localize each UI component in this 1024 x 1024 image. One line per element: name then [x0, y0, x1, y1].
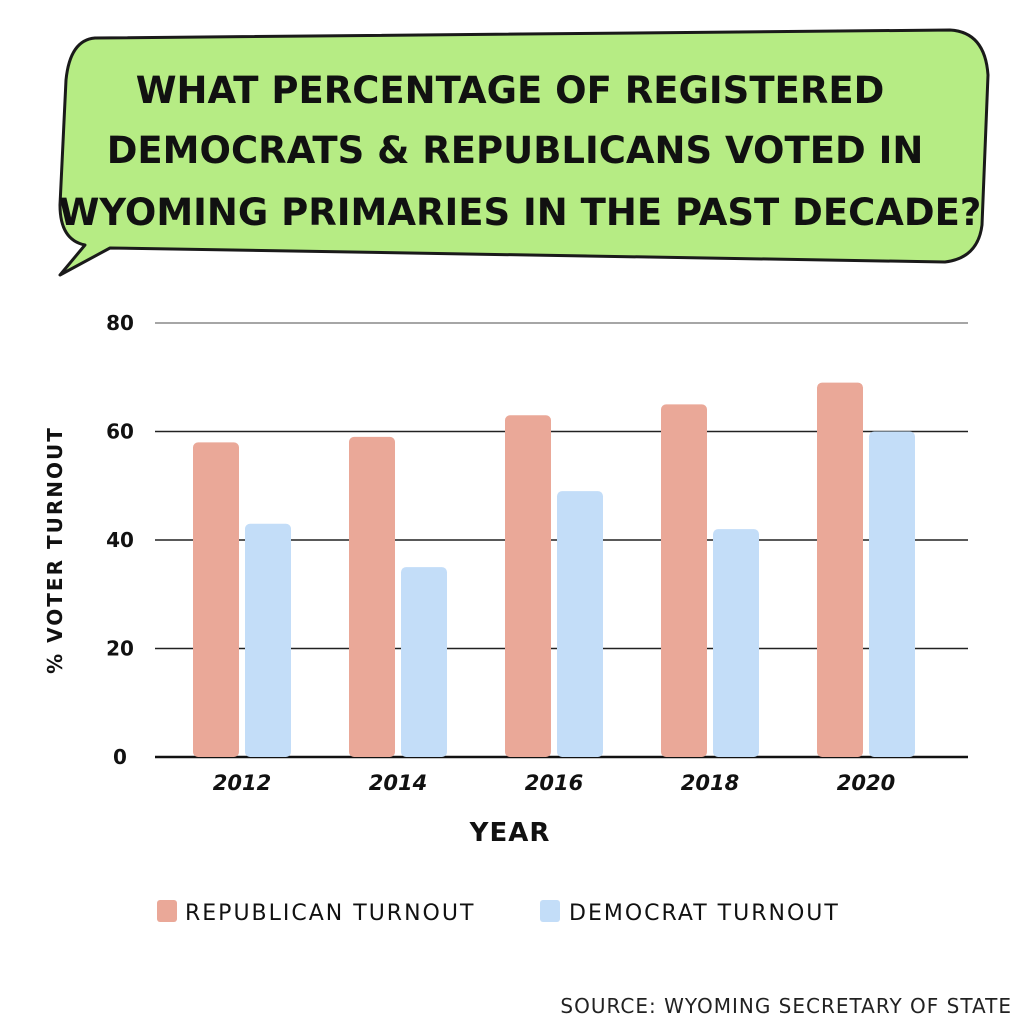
bar-democrat-turnout-2020	[869, 431, 915, 757]
y-tick-label: 60	[106, 420, 134, 444]
x-tick-labels: 2012 2014 2016 2018 2020	[213, 771, 895, 795]
bar-democrat-turnout-2014	[401, 567, 447, 757]
chart-title-line-3: WYOMING PRIMARIES IN THE PAST DECADE?	[59, 191, 982, 234]
chart-title-line-2: DEMOCRATS & REPUBLICANS VOTED IN	[107, 129, 924, 172]
bar-republican-turnout-2016	[505, 415, 551, 757]
y-tick-label: 40	[106, 528, 134, 552]
bar-democrat-turnout-2012	[245, 523, 291, 757]
y-tick-label: 0	[113, 745, 127, 769]
bar-republican-turnout-2014	[349, 436, 395, 757]
x-tick-label: 2016	[525, 771, 583, 795]
y-tick-labels: 0 20 40 60 80	[106, 311, 134, 769]
y-tick-label: 80	[106, 311, 134, 335]
x-tick-label: 2012	[213, 771, 271, 795]
source-note: SOURCE: WYOMING SECRETARY OF STATE	[560, 994, 1012, 1018]
y-tick-label: 20	[106, 637, 134, 661]
x-axis-label: YEAR	[469, 818, 551, 848]
legend: REPUBLICAN TURNOUT DEMOCRAT TURNOUT	[157, 900, 840, 926]
legend-swatch	[157, 900, 177, 922]
x-tick-label: 2018	[681, 771, 739, 795]
chart-title-line-1: WHAT PERCENTAGE OF REGISTERED	[136, 69, 885, 112]
bar-democrat-turnout-2018	[713, 529, 759, 757]
legend-label: REPUBLICAN TURNOUT	[185, 901, 475, 926]
title-bubble: WHAT PERCENTAGE OF REGISTERED DEMOCRATS …	[58, 28, 990, 277]
legend-label: DEMOCRAT TURNOUT	[569, 901, 840, 926]
bar-republican-turnout-2020	[817, 382, 863, 757]
title-bubble-shape	[58, 28, 990, 277]
x-tick-label: 2020	[837, 771, 895, 795]
bars	[193, 382, 915, 757]
bar-republican-turnout-2012	[193, 442, 239, 757]
bar-democrat-turnout-2016	[557, 491, 603, 757]
legend-swatch	[540, 900, 560, 922]
y-axis-label: % VOTER TURNOUT	[43, 426, 67, 674]
x-tick-label: 2014	[369, 771, 427, 795]
bar-republican-turnout-2018	[661, 404, 707, 757]
